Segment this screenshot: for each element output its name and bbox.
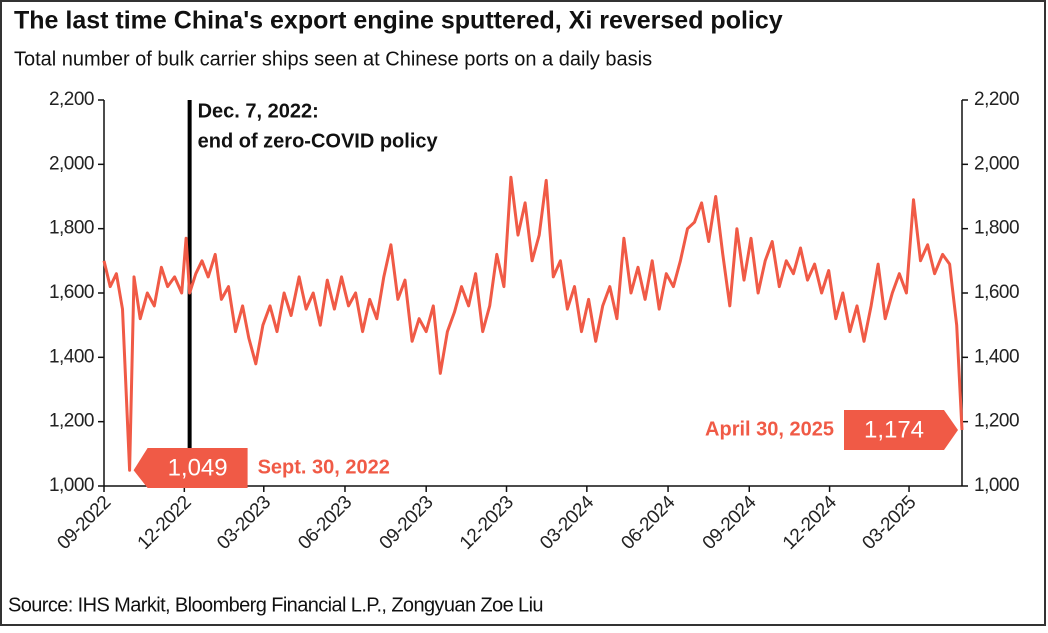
y-tick-label: 1,800 bbox=[49, 218, 94, 239]
x-tick-label: 03-2023 bbox=[213, 492, 275, 554]
callout-value: 1,174 bbox=[864, 416, 924, 443]
callout-box bbox=[133, 448, 248, 488]
y-tick-label-right: 1,000 bbox=[974, 475, 1019, 496]
x-tick-label: 03-2025 bbox=[858, 492, 920, 554]
y-tick-label-right: 1,800 bbox=[974, 218, 1019, 239]
y-tick-label: 1,000 bbox=[49, 475, 94, 496]
y-tick-label: 1,400 bbox=[49, 346, 94, 367]
source: Source: IHS Markit, Bloomberg Financial … bbox=[8, 594, 543, 616]
callout-value: 1,049 bbox=[168, 454, 228, 481]
x-tick-label: 06-2023 bbox=[294, 492, 356, 554]
callout-box bbox=[844, 410, 958, 450]
y-tick-label: 1,200 bbox=[49, 411, 94, 432]
series-line bbox=[102, 175, 964, 472]
y-tick-label-right: 2,200 bbox=[974, 89, 1019, 110]
y-tick-label: 2,200 bbox=[49, 89, 94, 110]
x-tick-label: 12-2024 bbox=[779, 492, 841, 554]
y-tick-label-right: 1,200 bbox=[974, 411, 1019, 432]
event-label: Dec. 7, 2022: bbox=[198, 100, 319, 122]
callout-text: April 30, 2025 bbox=[705, 418, 834, 440]
y-tick-label-right: 1,600 bbox=[974, 282, 1019, 303]
x-tick-label: 12-2023 bbox=[456, 492, 518, 554]
x-tick-label: 09-2024 bbox=[699, 492, 761, 554]
y-tick-label-right: 2,000 bbox=[974, 153, 1019, 174]
x-tick-label: 03-2024 bbox=[536, 492, 598, 554]
y-tick-label: 2,000 bbox=[49, 153, 94, 174]
x-tick-label: 12-2022 bbox=[134, 492, 196, 554]
event-label: end of zero-COVID policy bbox=[198, 130, 439, 152]
x-tick-label: 06-2024 bbox=[617, 492, 679, 554]
chart-title: The last time China's export engine sput… bbox=[14, 7, 783, 35]
x-tick-label: 09-2022 bbox=[53, 492, 115, 554]
y-tick-label-right: 1,400 bbox=[974, 346, 1019, 367]
y-tick-label: 1,600 bbox=[49, 282, 94, 303]
chart-subtitle: Total number of bulk carrier ships seen … bbox=[14, 48, 652, 70]
x-tick-label: 09-2023 bbox=[376, 492, 438, 554]
callout-text: Sept. 30, 2022 bbox=[258, 456, 390, 478]
